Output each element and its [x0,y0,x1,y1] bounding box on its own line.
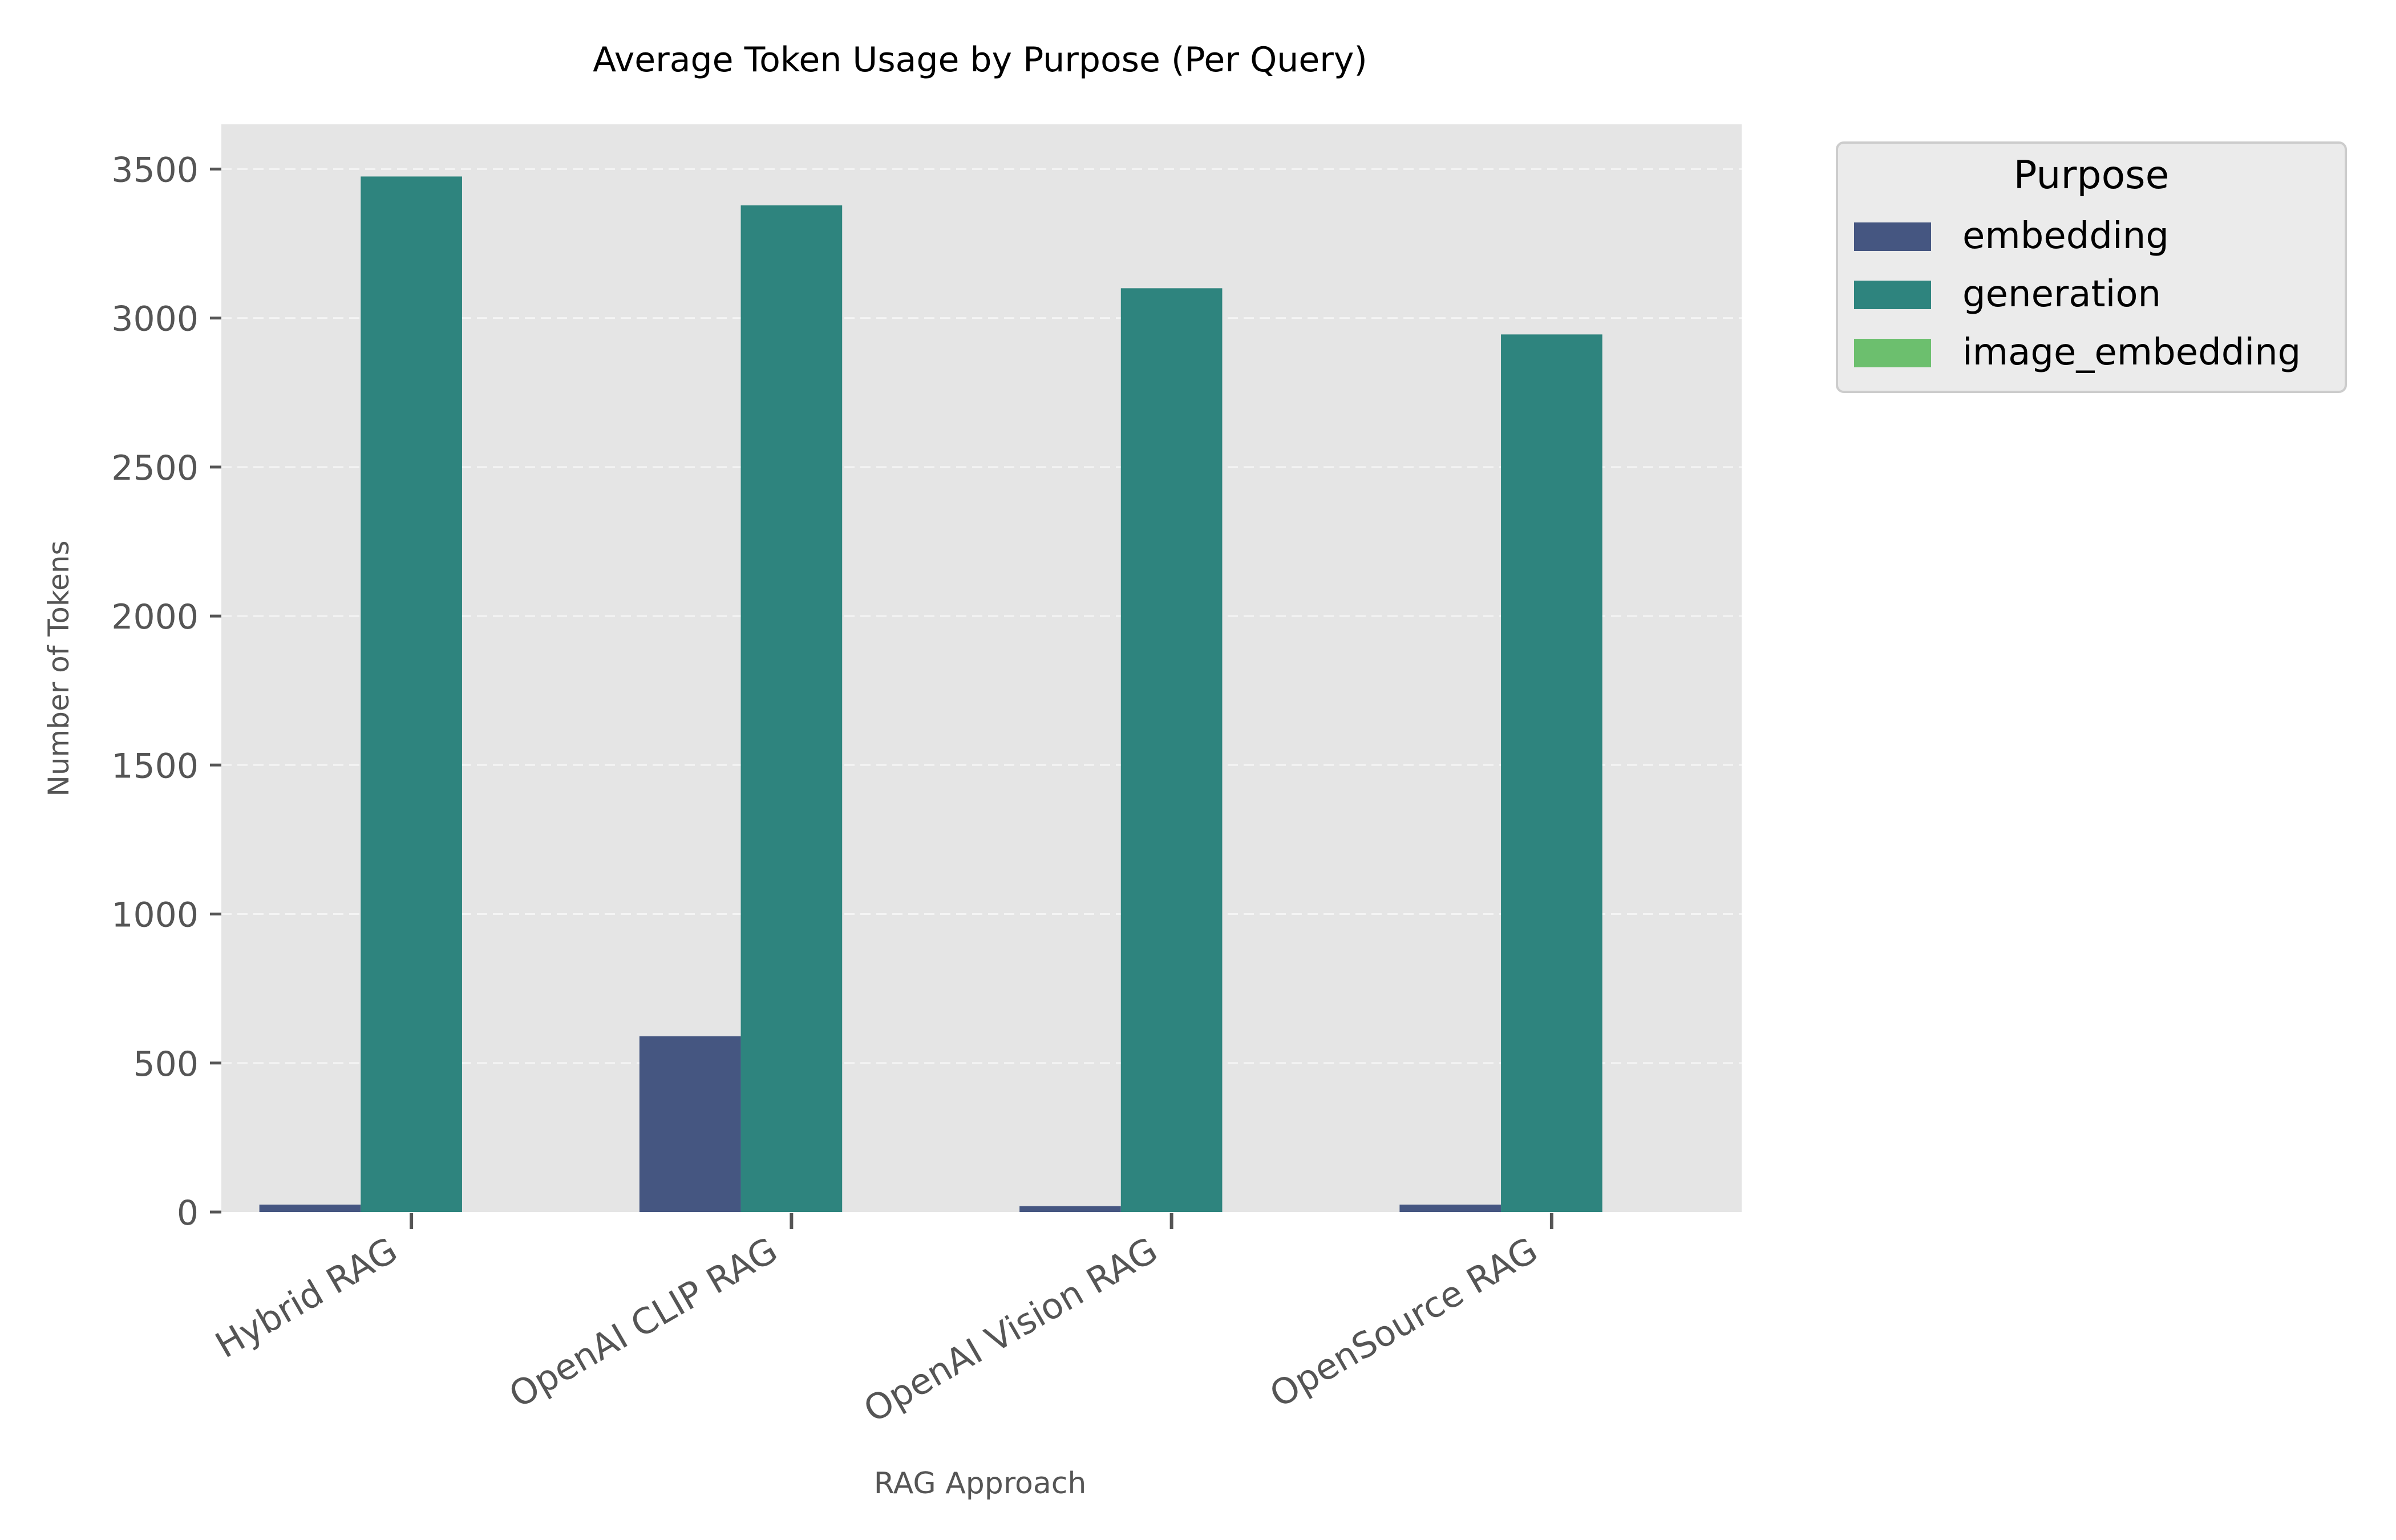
bars [259,176,1602,1212]
y-tick-label: 0 [177,1193,199,1233]
bar-embedding [259,1204,361,1212]
legend-items: embedding generation image_embedding [1854,215,2301,374]
legend-box [1836,141,2347,393]
legend-label-embedding: embedding [1962,215,2169,257]
bar-embedding [1399,1204,1501,1212]
bar-generation [361,176,462,1212]
y-tick-label: 1000 [111,895,199,935]
y-axis-label: Number of Tokens [42,540,75,796]
legend-swatch-embedding [1854,222,1931,251]
chart-title: Average Token Usage by Purpose (Per Quer… [593,40,1367,80]
legend-label-generation: generation [1962,273,2161,315]
x-axis: Hybrid RAG OpenAI CLIP RAG OpenAI Vision R… [208,1213,1553,1431]
y-tick-label: 2500 [111,448,199,488]
bar-generation [740,205,843,1212]
legend-title: Purpose [2014,153,2170,198]
x-tick-label: OpenAI Vision RAG [857,1229,1164,1431]
legend-swatch-generation [1854,281,1931,309]
plot-area [221,124,1742,1212]
x-tick-label: Hybrid RAG [208,1229,404,1366]
grid-lines [221,168,1742,1064]
bar-generation [1120,288,1223,1212]
bar-generation [1501,334,1602,1212]
x-tick-label: OpenAI CLIP RAG [502,1229,784,1416]
legend: Purpose embedding generation image_embeddi… [1836,141,2347,393]
y-tick-label: 1500 [111,746,199,786]
bar-embedding [1019,1206,1121,1212]
y-tick-label: 2000 [111,597,199,637]
y-tick-label: 3500 [111,150,199,190]
y-tick-label: 3000 [111,299,199,339]
legend-swatch-image_embedding [1854,339,1931,367]
x-tick-label: OpenSource RAG [1262,1229,1544,1416]
legend-label-image_embedding: image_embedding [1962,331,2301,374]
y-tick-label: 500 [133,1044,199,1084]
y-axis: 0 500 1000 1500 2000 2500 3000 3500 [111,150,221,1233]
x-axis-label: RAG Approach [874,1466,1087,1501]
bar-embedding [639,1036,741,1212]
